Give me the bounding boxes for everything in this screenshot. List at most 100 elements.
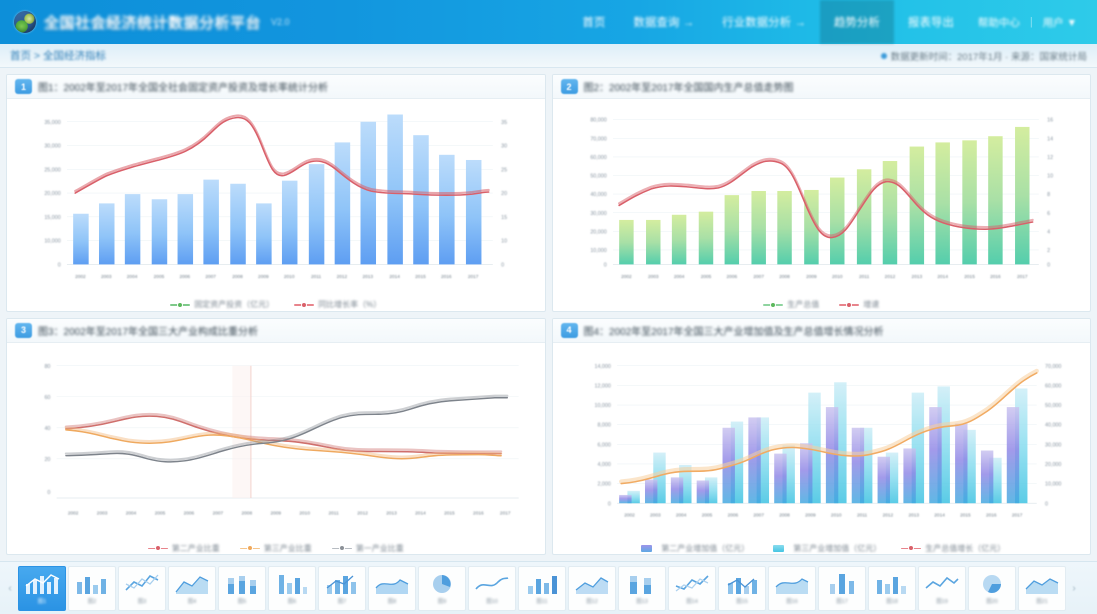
legend-marker-purple-icon	[637, 544, 657, 553]
svg-text:2002: 2002	[75, 274, 86, 280]
svg-text:2009: 2009	[258, 274, 269, 280]
svg-text:2007: 2007	[753, 512, 764, 518]
dock-next-button[interactable]: ›	[1072, 582, 1076, 594]
legend-item-gdp-growth-value[interactable]: 生产总值增长（亿元）	[901, 543, 1005, 554]
svg-text:2003: 2003	[101, 274, 112, 280]
svg-text:50,000: 50,000	[1045, 403, 1061, 409]
chart-panel-4[interactable]: 4 图4：2002年至2017年全国三大产业增加值及生产总值增长情况分析	[551, 317, 1091, 555]
chart-panel-3[interactable]: 3 图3：2002年至2017年全国三大产业构成比重分析	[6, 317, 546, 555]
dock-thumb-15[interactable]: 图15	[718, 565, 766, 611]
chart-panel-1[interactable]: 1 图1：2002年至2017年全国全社会固定资产投资及增长率统计分析	[6, 74, 546, 312]
svg-text:2015: 2015	[960, 512, 971, 518]
dock-thumb-18[interactable]: 图18	[868, 565, 916, 611]
dock-thumb-21[interactable]: 图21	[1018, 565, 1066, 611]
column-chart-icon	[822, 570, 862, 596]
svg-text:0: 0	[1047, 262, 1050, 268]
dock-thumb-12[interactable]: 图12	[568, 565, 616, 611]
nav-item-industry-analysis[interactable]: 行业数据分析 →	[722, 17, 806, 29]
legend-item-growth-rate[interactable]: 同比增长率（%）	[294, 299, 381, 310]
dock-thumb-2[interactable]: 图2	[68, 565, 116, 611]
chart-2-plot[interactable]: 80,000 70,000 60,000 50,000 40,000 30,00…	[553, 99, 1091, 295]
dock-thumb-19[interactable]: 图19	[918, 565, 966, 611]
svg-text:2002: 2002	[624, 512, 635, 518]
nav-item-user[interactable]: 用户 ▼	[1042, 16, 1077, 29]
thumb-caption: 图11	[536, 598, 548, 605]
chart-3-plot[interactable]: 80 60 40 20 0 2002 2003 2004 2005 2006 2…	[7, 343, 545, 539]
svg-text:2016: 2016	[441, 274, 452, 280]
thumb-caption: 图14	[686, 598, 698, 605]
dock-thumb-20[interactable]: 图20	[968, 565, 1016, 611]
dock-thumb-8[interactable]: 图8	[368, 565, 416, 611]
chart-panel-2-title: 图2：2002年至2017年全国国内生产总值走势图	[583, 83, 794, 94]
dock-thumb-5[interactable]: 图5	[218, 565, 266, 611]
svg-text:40,000: 40,000	[590, 192, 606, 198]
nav-item-trend-analysis[interactable]: 趋势分析	[819, 0, 894, 44]
chart-panel-2[interactable]: 2 图2：2002年至2017年全国国内生产总值走势图	[551, 74, 1091, 312]
svg-text:20,000: 20,000	[590, 229, 606, 235]
data-update-text: 数据更新时间：2017年1月 · 来源：国家统计局	[890, 51, 1087, 63]
breadcrumb[interactable]: 首页 > 全国经济指标	[10, 50, 106, 62]
svg-text:8: 8	[1047, 192, 1050, 198]
svg-text:80: 80	[44, 363, 50, 369]
legend-item-secondary-value[interactable]: 第二产业增加值（亿元）	[637, 543, 749, 554]
nav-item-data-query[interactable]: 数据查询 →	[633, 17, 695, 29]
legend-item-primary-industry[interactable]: 第一产业比重	[331, 543, 404, 554]
legend-label: 生产总值增长（亿元）	[925, 543, 1006, 553]
dock-thumb-11[interactable]: 图11	[518, 565, 566, 611]
bar-chart-icon	[872, 570, 912, 596]
svg-text:2004: 2004	[673, 274, 684, 280]
area-chart-icon	[572, 570, 612, 596]
svg-text:0: 0	[607, 501, 610, 507]
dock-thumb-17[interactable]: 图17	[818, 565, 866, 611]
thumb-caption: 图21	[1036, 598, 1048, 605]
dock-thumb-10[interactable]: 图10	[468, 565, 516, 611]
dock-thumb-9[interactable]: 图9	[418, 565, 466, 611]
dock-thumb-3[interactable]: 图3	[118, 565, 166, 611]
nav-item-report-export[interactable]: 报表导出	[907, 17, 954, 29]
dock-prev-button[interactable]: ‹	[8, 582, 12, 594]
legend-item-gdp[interactable]: 生产总值	[763, 299, 819, 310]
nav-item-help[interactable]: 帮助中心	[977, 16, 1020, 29]
legend-marker-gray-icon	[331, 544, 352, 552]
legend-item-secondary-industry[interactable]: 第二产业比重	[147, 543, 220, 554]
svg-text:2010: 2010	[284, 274, 295, 280]
legend-marker-green-icon	[763, 301, 784, 309]
svg-text:2013: 2013	[908, 512, 919, 518]
legend-item-gdp-growth[interactable]: 增速	[839, 299, 879, 310]
svg-text:0: 0	[58, 262, 61, 268]
svg-text:2008: 2008	[242, 510, 253, 516]
dock-thumb-4[interactable]: 图4	[168, 565, 216, 611]
svg-text:2002: 2002	[621, 274, 632, 280]
svg-text:2016: 2016	[473, 510, 484, 516]
legend-marker-red-icon	[839, 301, 860, 309]
legend-marker-red-icon	[294, 301, 315, 309]
dock-thumb-1[interactable]: 图1	[18, 565, 66, 611]
area-chart-icon	[172, 570, 212, 596]
svg-text:60: 60	[44, 394, 50, 400]
dock-thumb-13[interactable]: 图13	[618, 565, 666, 611]
svg-text:20,000: 20,000	[1045, 462, 1061, 468]
svg-text:2003: 2003	[647, 274, 658, 280]
legend-item-investment[interactable]: 固定资产投资（亿元）	[170, 299, 274, 310]
dock-thumb-16[interactable]: 图16	[768, 565, 816, 611]
thumb-caption: 图12	[586, 598, 598, 605]
thumb-caption: 图7	[337, 598, 347, 605]
nav-tail: 帮助中心 | 用户 ▼	[968, 15, 1097, 30]
chart-4-plot[interactable]: 14,000 12,000 10,000 8,000 6,000 4,000 2…	[553, 343, 1091, 539]
thumb-caption: 图15	[736, 598, 748, 605]
dock-thumb-6[interactable]: 图6	[268, 565, 316, 611]
legend-item-tertiary-value[interactable]: 第三产业增加值（亿元）	[769, 543, 881, 554]
thumb-caption: 图2	[87, 598, 97, 605]
legend-label: 增速	[863, 300, 880, 310]
chart-2-bars	[618, 126, 1030, 265]
dock-thumb-7[interactable]: 图7	[318, 565, 366, 611]
nav-item-home[interactable]: 首页	[582, 17, 606, 29]
line-chart-icon	[922, 570, 962, 596]
chart-1-plot[interactable]: 35,000 30,000 25,000 20,000 15,000 10,00…	[7, 99, 545, 295]
svg-text:30,000: 30,000	[44, 144, 60, 150]
svg-text:2011: 2011	[329, 510, 340, 516]
svg-text:2007: 2007	[753, 274, 764, 280]
app-logo[interactable]: 全国社会经济统计数据分析平台 V2.0	[0, 11, 290, 33]
dock-thumb-14[interactable]: 图14	[668, 565, 716, 611]
legend-item-tertiary-industry[interactable]: 第三产业比重	[239, 543, 312, 554]
